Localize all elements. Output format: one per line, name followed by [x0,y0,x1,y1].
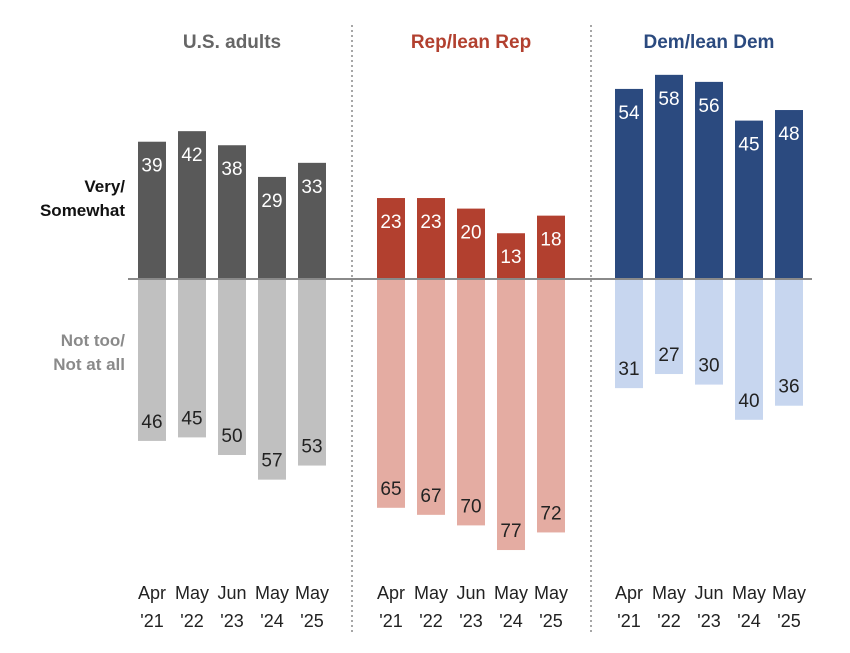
x-tick-label: '22 [180,611,203,631]
row-label-negative-1: Not too/ [61,331,125,350]
x-tick-label: Jun [456,583,485,603]
value-label-negative: 50 [221,426,242,447]
group-header: Rep/lean Rep [411,32,531,53]
x-tick-label: '25 [777,611,800,631]
bar-negative [695,279,723,385]
x-tick-label: '21 [140,611,163,631]
bar-negative [457,279,485,526]
x-tick-label: May [732,583,766,603]
bar-positive [417,198,445,279]
x-tick-label: '21 [379,611,402,631]
bar-negative [377,279,405,508]
bar-positive [457,208,485,279]
x-tick-label: '25 [539,611,562,631]
x-tick-label: '22 [419,611,442,631]
value-label-positive: 56 [698,96,719,117]
value-label-negative: 45 [181,408,202,429]
value-label-negative: 31 [618,359,639,380]
x-tick-label: May [175,583,209,603]
x-tick-label: May [295,583,329,603]
x-tick-label: '24 [260,611,283,631]
value-label-positive: 45 [738,135,759,156]
bar-positive [735,120,763,279]
bar-positive [218,145,246,279]
value-label-positive: 54 [618,103,640,124]
value-label-negative: 46 [141,412,162,433]
x-tick-label: '25 [300,611,323,631]
value-label-positive: 48 [778,124,799,145]
x-tick-label: '21 [617,611,640,631]
bar-positive [537,215,565,279]
x-tick-label: '23 [220,611,243,631]
x-tick-label: '22 [657,611,680,631]
group-header: U.S. adults [183,32,281,53]
value-label-positive: 23 [420,212,441,233]
bar-positive [695,81,723,279]
bar-negative [615,279,643,389]
x-tick-label: Jun [694,583,723,603]
x-tick-label: Apr [377,583,405,603]
bar-negative [497,279,525,551]
value-label-positive: 13 [500,247,521,268]
value-label-negative: 57 [261,451,282,472]
x-tick-label: May [494,583,528,603]
bar-negative [178,279,206,438]
bar-negative [298,279,326,466]
value-label-negative: 40 [738,391,759,412]
value-label-positive: 39 [141,156,162,177]
x-tick-label: May [414,583,448,603]
value-label-positive: 29 [261,191,282,212]
value-label-positive: 18 [540,230,561,251]
bar-negative [218,279,246,455]
value-label-negative: 65 [380,479,401,500]
bar-positive [655,74,683,279]
bar-negative [537,279,565,533]
bar-positive [497,233,525,279]
bar-positive [178,131,206,279]
value-label-positive: 33 [301,177,322,198]
x-tick-label: May [772,583,806,603]
value-label-negative: 53 [301,437,322,458]
bar-negative [735,279,763,420]
x-tick-label: May [255,583,289,603]
x-tick-label: '23 [459,611,482,631]
value-label-negative: 36 [778,377,799,398]
row-label-positive-2: Somewhat [40,201,125,220]
x-tick-label: Jun [217,583,246,603]
value-label-positive: 20 [460,223,481,244]
x-tick-label: May [652,583,686,603]
x-tick-label: '24 [737,611,760,631]
value-label-positive: 23 [380,212,401,233]
bar-positive [377,198,405,279]
bar-positive [258,176,286,279]
bar-negative [655,279,683,375]
bar-negative [775,279,803,406]
group-header: Dem/lean Dem [644,32,775,53]
bar-positive [138,141,166,279]
value-label-positive: 38 [221,159,242,180]
x-tick-label: '23 [697,611,720,631]
value-label-positive: 42 [181,145,202,166]
bar-negative [138,279,166,441]
value-label-negative: 70 [460,496,481,517]
value-label-negative: 30 [698,356,719,377]
value-label-negative: 72 [540,503,561,524]
bar-negative [417,279,445,515]
value-label-positive: 58 [658,89,679,110]
x-tick-label: Apr [615,583,643,603]
row-label-negative-2: Not at all [53,355,125,374]
x-tick-label: May [534,583,568,603]
x-tick-label: '24 [499,611,522,631]
value-label-negative: 27 [658,345,679,366]
bar-positive [775,110,803,279]
row-label-positive-1: Very/ [84,177,125,196]
value-label-negative: 67 [420,486,441,507]
bar-positive [298,162,326,279]
x-tick-label: Apr [138,583,166,603]
bar-positive [615,88,643,279]
value-label-negative: 77 [500,521,521,542]
bar-negative [258,279,286,480]
